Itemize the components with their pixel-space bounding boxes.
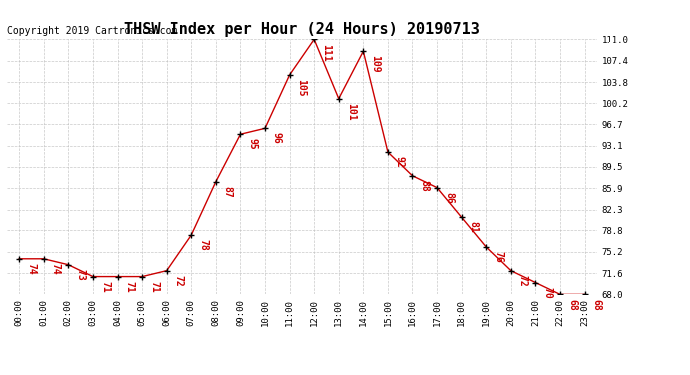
Text: 101: 101 bbox=[346, 103, 355, 120]
Text: 71: 71 bbox=[100, 281, 110, 292]
Text: 105: 105 bbox=[297, 79, 306, 97]
Text: 70: 70 bbox=[542, 286, 552, 298]
Text: 74: 74 bbox=[51, 263, 61, 275]
Text: 68: 68 bbox=[567, 298, 577, 310]
Text: 68: 68 bbox=[591, 298, 602, 310]
Text: 109: 109 bbox=[371, 56, 380, 73]
Text: 95: 95 bbox=[248, 138, 257, 150]
Text: Copyright 2019 Cartronics.com: Copyright 2019 Cartronics.com bbox=[7, 26, 177, 36]
Title: THSW Index per Hour (24 Hours) 20190713: THSW Index per Hour (24 Hours) 20190713 bbox=[124, 22, 480, 37]
Text: 72: 72 bbox=[174, 275, 184, 286]
Text: 74: 74 bbox=[26, 263, 36, 275]
Text: THSW  (°F): THSW (°F) bbox=[560, 42, 620, 52]
Text: 111: 111 bbox=[321, 44, 331, 61]
Text: 87: 87 bbox=[223, 186, 233, 198]
Text: 76: 76 bbox=[493, 251, 503, 263]
Text: 88: 88 bbox=[420, 180, 429, 192]
Text: 96: 96 bbox=[272, 132, 282, 144]
Text: 71: 71 bbox=[149, 281, 159, 292]
Text: 73: 73 bbox=[75, 269, 86, 280]
Text: 86: 86 bbox=[444, 192, 454, 204]
Text: 71: 71 bbox=[124, 281, 135, 292]
Text: 72: 72 bbox=[518, 275, 528, 286]
Text: 81: 81 bbox=[469, 222, 479, 233]
Text: 78: 78 bbox=[198, 239, 208, 251]
Text: 92: 92 bbox=[395, 156, 405, 168]
